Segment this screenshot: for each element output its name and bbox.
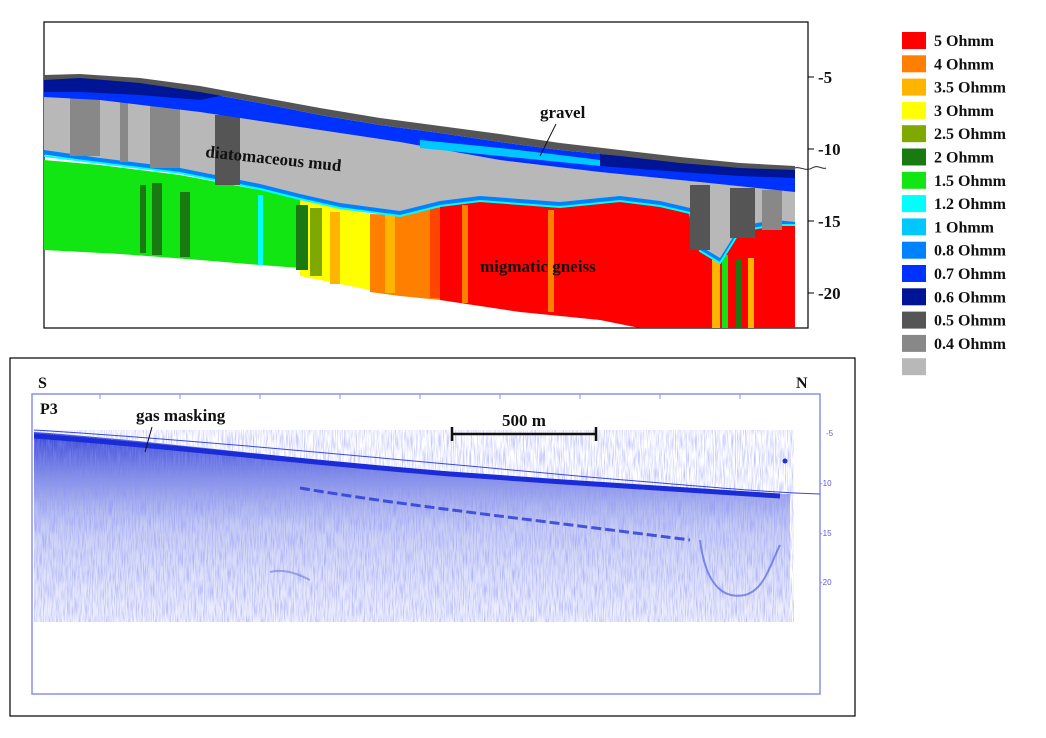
legend-label: 0.5 Ohmm — [934, 313, 1007, 330]
legend-swatch — [902, 265, 926, 282]
legend-label: 3 Ohmm — [934, 103, 995, 120]
sub-reflector — [299, 486, 691, 542]
legend-label: 1.5 Ohmm — [934, 173, 1007, 190]
legend-swatch — [902, 334, 926, 352]
legend-label: 0.8 Ohmm — [934, 243, 1007, 260]
legend-swatch — [902, 358, 926, 376]
bedrock-orange — [370, 205, 440, 300]
seismic-depth-tick: -5 — [826, 429, 834, 438]
band-darkgreen-1 — [140, 185, 146, 253]
seismic-depth-axis: -5 -10 -15 -20 — [820, 429, 834, 587]
legend-label: 3.5 Ohmm — [934, 80, 1007, 97]
upper-navy-band — [44, 76, 230, 100]
legend-swatch — [902, 171, 926, 189]
legend-swatch — [902, 241, 926, 259]
mud-col-2 — [120, 102, 128, 162]
seismic-noise-texture — [34, 430, 794, 622]
band-orange-3 — [548, 210, 554, 312]
deep-reflector — [269, 569, 311, 581]
legend-label: 0.7 Ohmm — [934, 266, 1007, 283]
seismic-depth-tick: -10 — [820, 479, 832, 488]
band-olive — [310, 208, 322, 276]
legend-label: 1 Ohmm — [934, 219, 995, 236]
gas-masking-label: gas masking — [136, 406, 226, 425]
legend-swatch — [902, 101, 926, 119]
seabed-reflector — [34, 433, 781, 499]
legend-label: 1.2 Ohmm — [934, 196, 1007, 213]
seismic-marker-dot — [782, 458, 788, 464]
mud-col-4 — [215, 115, 240, 185]
scale-bar: 500 m — [450, 411, 598, 441]
band-darkgreen-4 — [296, 205, 308, 270]
legend-label: 4 Ohmm — [934, 56, 995, 73]
gneiss-label: migmatic gneiss — [480, 257, 596, 276]
rim-cyan — [44, 155, 795, 265]
band-green-right — [722, 255, 728, 328]
legend-swatch — [902, 78, 926, 96]
scale-bar-label: 500 m — [502, 411, 546, 430]
band-amber-4 — [748, 258, 754, 328]
band-cyan — [258, 195, 263, 265]
seafloor-continuation — [794, 166, 827, 170]
legend-swatch — [902, 148, 926, 166]
profile-id: P3 — [40, 401, 58, 418]
band-redorange — [430, 208, 440, 298]
legend-swatch — [902, 32, 926, 49]
depth-tick-label: -15 — [818, 212, 841, 231]
band-darkgreen-right — [736, 260, 742, 328]
seismic-depth-tick: -20 — [820, 578, 832, 587]
band-darkgreen-3 — [180, 192, 190, 257]
depth-tick-label: -20 — [818, 284, 841, 303]
gravel-label: gravel — [540, 103, 586, 122]
gas-leader-line — [144, 426, 153, 453]
water-bottom-line — [33, 429, 821, 495]
band-orange — [412, 212, 424, 294]
seismic-top-ticks — [99, 394, 741, 399]
resistivity-section: -5 -10 -15 -20 gravel diatomaceous mud m… — [43, 21, 841, 329]
band-amber-1 — [330, 212, 340, 284]
mud-col-6 — [730, 188, 755, 238]
rim-blue — [44, 149, 795, 264]
legend-label: 2 Ohmm — [934, 150, 995, 167]
band-amber-3 — [712, 255, 720, 328]
band-amber-2 — [385, 215, 395, 293]
north-label: N — [796, 375, 808, 392]
legend-swatch — [902, 288, 926, 306]
depth-tick-label: -10 — [818, 140, 841, 159]
seismic-depth-tick: -15 — [820, 529, 832, 538]
depth-tick-label: -5 — [818, 68, 832, 87]
mud-col-1 — [70, 96, 100, 156]
resistivity-legend: 5 Ohmm 4 Ohmm 3.5 Ohmm 3 Ohmm 2.5 Ohmm 2 Ohmm… — [902, 32, 1007, 376]
band-yellow — [345, 215, 353, 285]
band-darkgreen-2 — [152, 183, 162, 255]
legend-label: 0.4 Ohmm — [934, 336, 1007, 353]
south-label: S — [38, 375, 47, 392]
mud-col-7 — [762, 190, 782, 230]
band-orange-2 — [462, 205, 468, 303]
legend-label: 0.6 Ohmm — [934, 289, 1007, 306]
legend-swatch — [902, 125, 926, 143]
legend-swatch — [902, 55, 926, 73]
upper-navy-band-right — [600, 154, 795, 178]
legend-label: 2.5 Ohmm — [934, 126, 1007, 143]
gas-pocket-reflector — [699, 539, 781, 597]
gravel-leader-line — [539, 123, 557, 157]
bedrock-green — [44, 160, 300, 268]
legend-label: 5 Ohmm — [934, 33, 995, 50]
seismic-profile: -5 -10 -15 -20 S N P3 gas masking 500 m — [9, 357, 856, 717]
mud-col-3 — [150, 106, 180, 168]
legend-swatch — [902, 195, 926, 213]
mud-col-5 — [690, 185, 710, 250]
bedrock-red — [440, 200, 795, 328]
resistivity-depth-axis: -5 -10 -15 -20 — [808, 68, 841, 303]
legend-swatch — [902, 218, 926, 236]
legend-swatch — [902, 311, 926, 329]
upper-lightblue — [420, 140, 600, 166]
